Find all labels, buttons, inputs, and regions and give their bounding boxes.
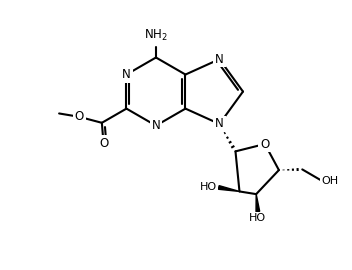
Text: N: N	[215, 53, 224, 66]
Text: O: O	[75, 110, 84, 123]
Text: N: N	[215, 117, 224, 130]
Text: HO: HO	[249, 213, 266, 223]
Text: OH: OH	[321, 176, 339, 186]
Text: O: O	[260, 137, 270, 150]
Text: NH$_2$: NH$_2$	[144, 28, 168, 43]
Text: N: N	[122, 68, 131, 81]
Text: O: O	[99, 137, 108, 150]
Polygon shape	[219, 186, 239, 191]
Text: N: N	[152, 119, 160, 132]
Text: HO: HO	[200, 182, 217, 192]
Polygon shape	[256, 194, 260, 212]
